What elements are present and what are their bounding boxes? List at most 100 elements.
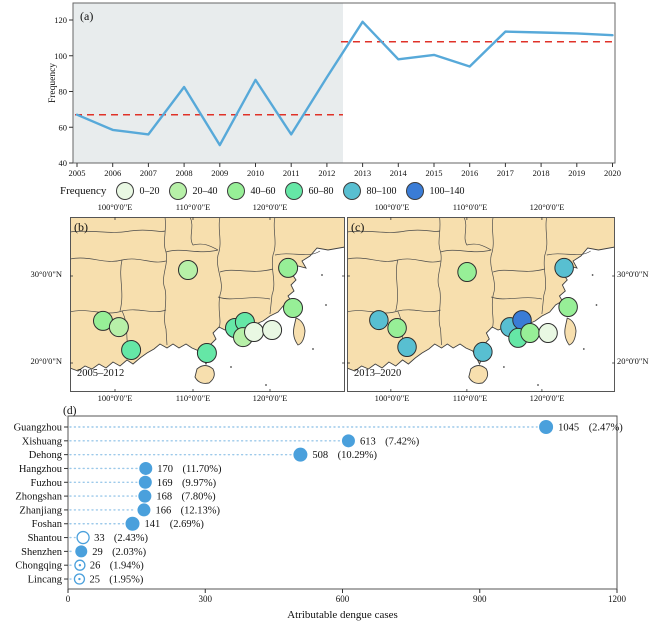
province-border bbox=[269, 217, 276, 315]
province-border bbox=[395, 259, 399, 312]
province-border bbox=[274, 250, 321, 256]
province-border bbox=[440, 249, 492, 253]
x-tick-label: 2019 bbox=[568, 168, 585, 178]
case-value-label: 33 bbox=[94, 533, 105, 544]
city-frequency-circle-fuzhou bbox=[558, 297, 578, 317]
city-frequency-circle-lincang bbox=[108, 317, 129, 338]
x-axis-label: Atributable dengue cases bbox=[287, 609, 398, 621]
small-island bbox=[230, 366, 232, 368]
x-tick-label: 2007 bbox=[140, 168, 157, 178]
case-pct-label: (2.43%) bbox=[114, 533, 149, 544]
city-frequency-circle-xishuang bbox=[121, 340, 142, 360]
taiwan-island bbox=[564, 317, 577, 346]
lon-tick-label-bottom: 110°0'0"E bbox=[175, 393, 211, 403]
city-label: Fuzhou bbox=[31, 478, 63, 489]
map-2013-2020 bbox=[347, 217, 615, 392]
x-tick-label: 900 bbox=[473, 594, 487, 604]
province-border bbox=[491, 296, 542, 300]
lon-tick-label-bottom: 110°0'0"E bbox=[452, 393, 488, 403]
province-border bbox=[217, 296, 271, 300]
x-tick-label: 2016 bbox=[461, 168, 478, 178]
x-tick-label: 300 bbox=[199, 594, 213, 604]
city-label: Zhanjiang bbox=[19, 505, 62, 516]
case-marker-guangzhou bbox=[539, 420, 554, 434]
legend-class-label: 40–60 bbox=[250, 185, 276, 197]
lat-tick-label-left: 20°0'0"N bbox=[30, 356, 62, 366]
small-island bbox=[325, 304, 327, 306]
y-tick-label: 60 bbox=[59, 122, 68, 132]
lon-tick-label-bottom: 100°0'0"E bbox=[374, 393, 410, 403]
x-tick-label: 2009 bbox=[211, 168, 228, 178]
city-frequency-circle-shenzhen bbox=[244, 322, 264, 342]
province-border bbox=[165, 249, 219, 253]
legend-title: Frequency bbox=[60, 185, 107, 197]
case-pct-label: (7.80%) bbox=[182, 492, 217, 503]
city-label: Shantou bbox=[28, 533, 63, 544]
case-marker-dehong bbox=[293, 447, 308, 462]
small-island bbox=[312, 348, 314, 350]
case-marker-shenzhen bbox=[75, 545, 88, 558]
legend-class-label: 20–40 bbox=[192, 185, 218, 197]
legend-class-circle bbox=[343, 182, 362, 200]
legend-class-circle bbox=[227, 182, 246, 200]
province-border bbox=[546, 250, 591, 256]
x-tick-label: 1200 bbox=[608, 594, 627, 604]
city-frequency-circle-chongqing bbox=[178, 260, 198, 280]
legend-class-circle bbox=[169, 182, 188, 200]
legend-class-circle bbox=[285, 182, 304, 200]
case-pct-label: (12.13%) bbox=[181, 505, 221, 516]
lat-tick-label-left: 30°0'0"N bbox=[30, 269, 62, 279]
lon-tick-label-top: 100°0'0"E bbox=[97, 202, 133, 212]
case-value-label: 169 bbox=[157, 478, 173, 489]
pre-2013-shaded-region bbox=[73, 3, 343, 163]
case-marker-shantou bbox=[76, 530, 90, 545]
legend-class-label: 80–100 bbox=[366, 185, 397, 197]
city-label: Xishuang bbox=[22, 436, 63, 447]
case-value-label: 170 bbox=[157, 464, 173, 475]
province-border bbox=[219, 268, 274, 273]
frequency-line-chart: 40 60 80 100 120 2005 2006 2007 2008 2009 2010 2011… bbox=[48, 2, 621, 178]
x-tick-label: 2014 bbox=[390, 168, 408, 178]
province-border bbox=[463, 217, 492, 251]
case-value-label: 508 bbox=[312, 450, 328, 461]
panel-d-label: (d) bbox=[63, 405, 77, 417]
lon-tick-label-top: 110°0'0"E bbox=[175, 202, 211, 212]
period-label: 2005–2012 bbox=[77, 368, 125, 379]
x-tick-label: 2005 bbox=[69, 168, 86, 178]
province-border bbox=[347, 309, 441, 314]
y-tick-label: 40 bbox=[59, 158, 68, 168]
case-marker-center-dot bbox=[78, 564, 82, 567]
x-tick-label: 2020 bbox=[604, 168, 621, 178]
y-tick-label: 120 bbox=[54, 15, 67, 25]
maps-row: 100°0'0"E 100°0'0"E 110°0'0"E 110°0'0"E 120°… bbox=[0, 202, 651, 408]
case-value-label: 25 bbox=[89, 575, 100, 586]
case-marker-center-dot bbox=[78, 577, 81, 581]
map-frame bbox=[70, 217, 345, 392]
case-pct-label: (1.94%) bbox=[110, 561, 145, 572]
x-tick-label: 2011 bbox=[283, 168, 300, 178]
small-island bbox=[321, 274, 323, 276]
x-tick-label: 0 bbox=[66, 594, 71, 604]
case-pct-label: (2.03%) bbox=[112, 547, 147, 558]
city-frequency-circle-fuzhou bbox=[283, 298, 303, 318]
hainan-island bbox=[468, 365, 489, 384]
city-label: Shenzhen bbox=[21, 547, 63, 558]
lat-tick-label-right: 20°0'0"N bbox=[617, 356, 649, 366]
province-border bbox=[217, 217, 222, 329]
x-tick-label: 600 bbox=[336, 594, 350, 604]
legend-class-circle bbox=[116, 182, 135, 200]
province-border bbox=[119, 259, 123, 312]
legend-class-label: 0–20 bbox=[139, 185, 160, 197]
hainan-island bbox=[194, 365, 215, 384]
city-frequency-circle-shenzhen bbox=[520, 323, 540, 343]
case-pct-label: (2.69%) bbox=[170, 519, 205, 530]
province-border bbox=[490, 217, 495, 329]
x-tick-label: 2017 bbox=[497, 168, 514, 178]
period-label: 2013–2020 bbox=[354, 368, 402, 379]
x-tick-label: 2006 bbox=[104, 168, 121, 178]
case-marker-zhanjiang bbox=[137, 503, 151, 517]
map-frame bbox=[347, 217, 615, 392]
province-border bbox=[70, 229, 166, 233]
x-tick-label: 2012 bbox=[318, 168, 335, 178]
